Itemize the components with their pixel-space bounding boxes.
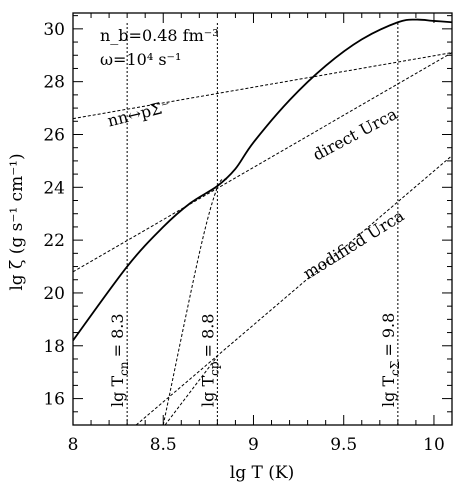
threshold-label-sub: cΣ [388, 361, 402, 376]
curve-annotations: nn↔pΣ⁻ direct Urca modified Urca [105, 97, 407, 284]
series-line-nn-p- [73, 52, 452, 120]
threshold-lines: lg Tcn= 8.3lg Tcp= 8.8lg TcΣ= 9.8 [108, 22, 402, 425]
threshold-label-sub: cn [117, 361, 131, 376]
x-tick-label: 8 [68, 435, 79, 455]
y-tick-label: 20 [43, 284, 65, 304]
y-tick-label: 18 [43, 337, 65, 357]
y-axis-label: lg ζ (g s⁻¹ cm⁻¹) [7, 153, 27, 290]
threshold-label-value: = 8.8 [198, 314, 217, 358]
series-line-modified-urca [135, 155, 452, 425]
curve-annotation: direct Urca [310, 104, 401, 164]
y-tick-label: 26 [43, 125, 65, 145]
series-line-4 [164, 356, 218, 425]
threshold-label: lg Tcn = 8.3 [108, 313, 131, 407]
threshold-label-value: = 8.3 [108, 313, 127, 357]
y-tick-label: 16 [43, 390, 65, 410]
threshold-label-prefix: lg T [108, 376, 127, 407]
x-tick-labels: 8 8.5 9 9.5 10 [68, 435, 445, 455]
curve-annotation: nn↔pΣ⁻ [105, 97, 172, 131]
x-axis-label: lg T (K) [230, 463, 294, 483]
series-line-direct-urca [73, 52, 452, 273]
threshold-label: lg Tcp = 8.8 [198, 314, 221, 407]
density-parameter: n_b=0.48 fm⁻³ [100, 26, 219, 45]
y-tick-labels: 16 18 20 22 24 26 28 30 [43, 20, 65, 410]
plot-frame [72, 12, 453, 426]
x-tick-label: 9 [248, 435, 259, 455]
x-tick-label: 8.5 [150, 435, 177, 455]
series-line-0 [73, 18, 452, 342]
series-line-5 [162, 178, 227, 425]
frequency-parameter: ω=10⁴ s⁻¹ [100, 50, 181, 69]
y-tick-label: 28 [43, 73, 65, 93]
x-tick-label: 10 [423, 435, 445, 455]
threshold-label-value: = 9.8 [379, 313, 398, 357]
x-tick-label: 9.5 [330, 435, 357, 455]
threshold-label-sub: cp [207, 361, 221, 376]
series-layer [73, 18, 452, 425]
threshold-label: lg TcΣ = 9.8 [379, 313, 402, 407]
y-tick-label: 22 [43, 231, 65, 251]
y-tick-label: 24 [43, 178, 65, 198]
y-tick-label: 30 [43, 20, 65, 40]
threshold-label-prefix: lg T [379, 376, 398, 407]
plot-area: lg Tcn= 8.3lg Tcp= 8.8lg TcΣ= 9.8 [72, 12, 453, 426]
threshold-label-prefix: lg T [198, 376, 217, 407]
curve-annotation: modified Urca [300, 206, 408, 283]
